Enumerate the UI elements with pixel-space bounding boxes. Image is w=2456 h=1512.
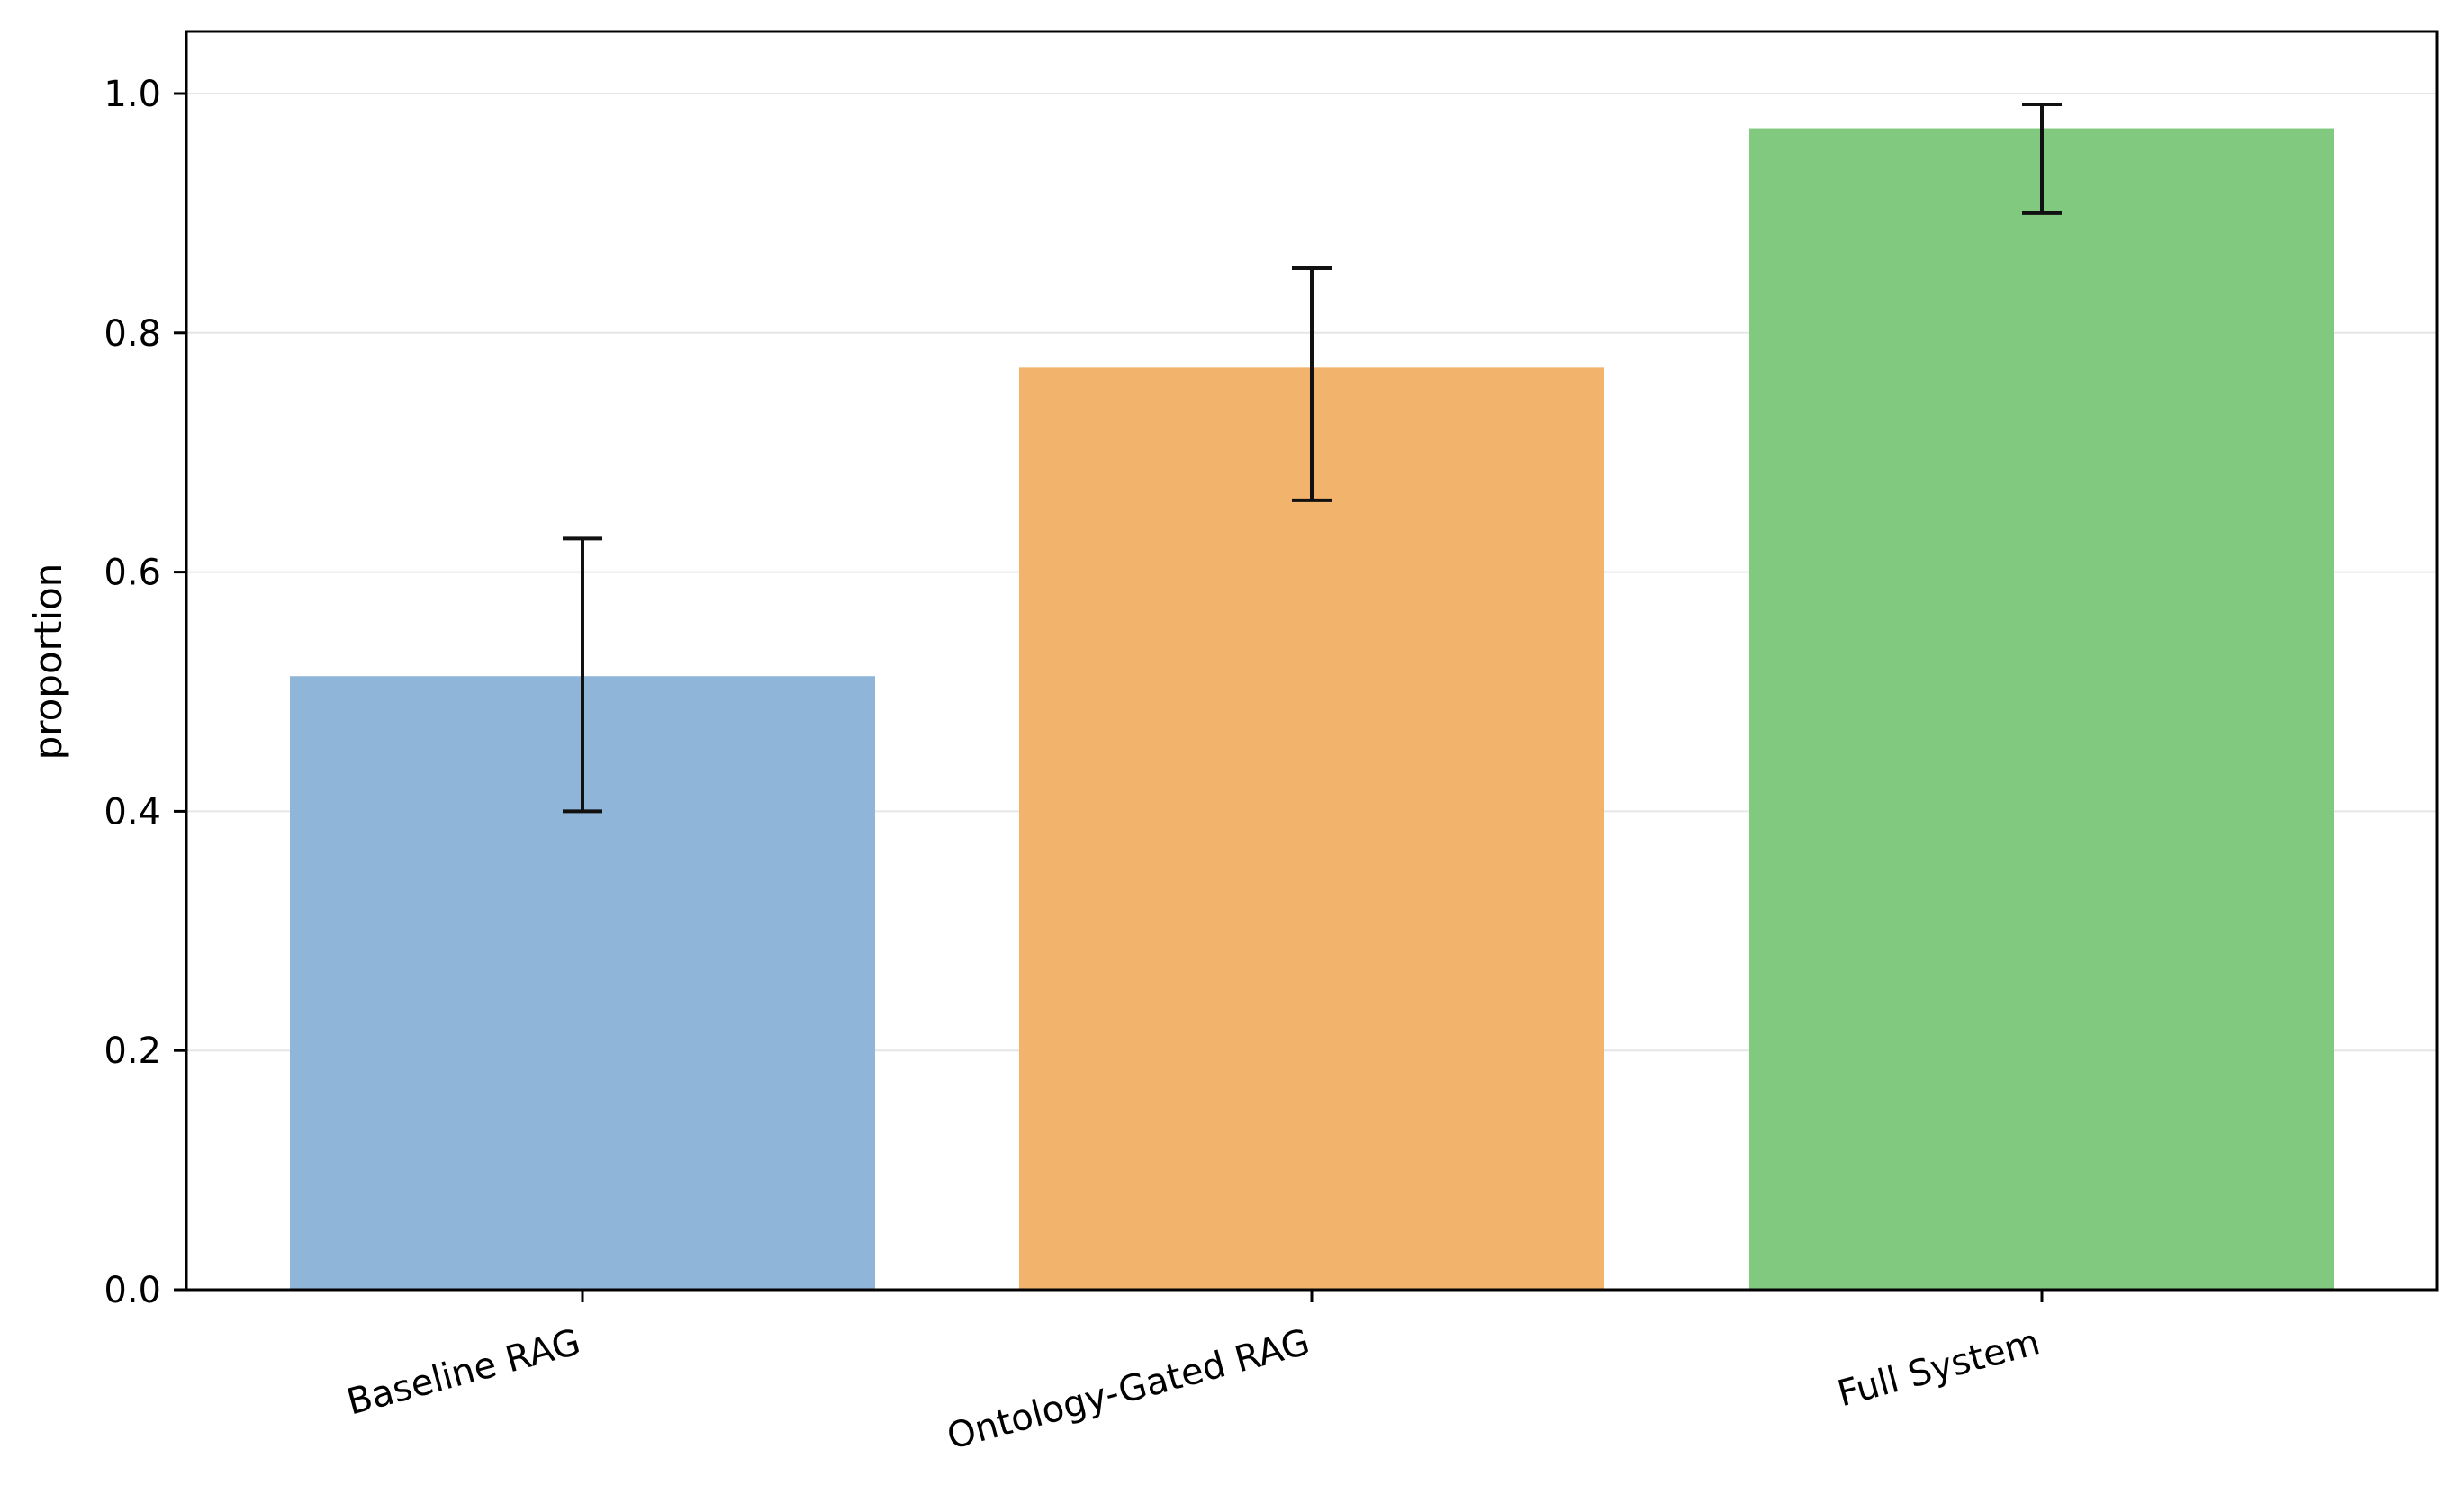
bar <box>1749 128 2334 1290</box>
y-tick-label: 1.0 <box>104 74 161 115</box>
error-bar <box>2022 102 2062 215</box>
error-bar <box>563 536 602 814</box>
y-tick-label: 0.8 <box>104 313 161 355</box>
error-bar <box>1292 266 1332 502</box>
y-axis-ticks: 0.0 0.2 0.4 0.6 0.8 1.0 <box>104 74 186 1311</box>
error-bars <box>563 102 2062 814</box>
y-axis-label: proportion <box>26 563 70 760</box>
bar <box>1019 367 1604 1290</box>
y-tick-label: 0.4 <box>104 791 161 832</box>
y-tick-label: 0.0 <box>104 1270 161 1311</box>
y-tick-label: 0.6 <box>104 553 161 594</box>
y-tick-label: 0.2 <box>104 1030 161 1072</box>
bars <box>290 128 2334 1290</box>
